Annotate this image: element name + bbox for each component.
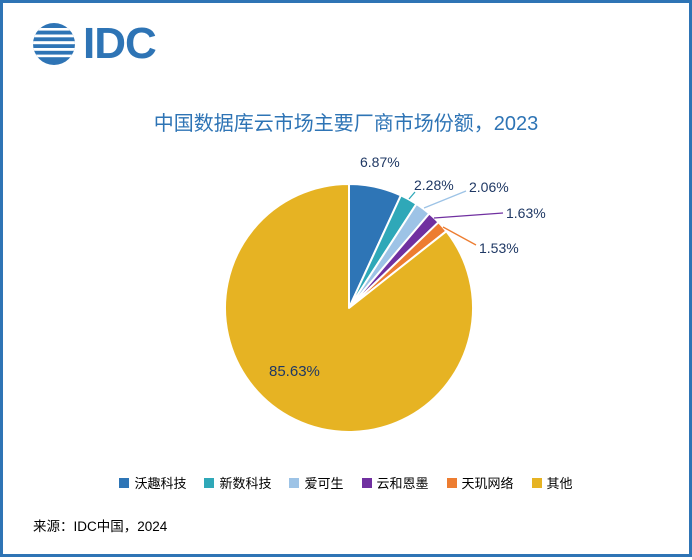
pie-label: 2.28% (414, 177, 454, 193)
legend-item: 沃趣科技 (119, 473, 186, 492)
legend-label: 爱可生 (304, 476, 344, 491)
legend-swatch (531, 477, 542, 488)
idc-globe-icon (33, 23, 75, 65)
legend-swatch (361, 477, 372, 488)
pie-label: 1.53% (479, 240, 519, 256)
pie-label: 1.63% (506, 205, 546, 221)
pie-label: 85.63% (269, 363, 320, 380)
leader-line (423, 190, 467, 209)
pie-label: 2.06% (469, 179, 509, 195)
pie-slice-5 (224, 183, 475, 433)
legend-label: 天玑网络 (461, 476, 514, 491)
leader-line (442, 226, 477, 246)
legend-item: 云和恩墨 (361, 473, 429, 492)
page-title: 中国数据库云市场主要厂商市场份额，2023 (153, 113, 539, 135)
legend-label: 云和恩墨 (376, 476, 429, 491)
source-note: 来源：IDC中国，2024 (33, 519, 168, 534)
leader-line (408, 191, 416, 200)
legend-label: 新数科技 (219, 476, 272, 491)
legend-swatch (289, 477, 300, 488)
leader-line (433, 212, 504, 219)
logo-text: IDC (83, 19, 157, 68)
legend-item: 其他 (531, 473, 573, 492)
pie-chart (224, 183, 504, 433)
legend-label: 其他 (546, 476, 573, 491)
pie-label: 6.87% (360, 154, 400, 170)
legend-swatch (204, 477, 215, 488)
legend-swatch (446, 477, 457, 488)
legend-label: 沃趣科技 (134, 476, 187, 491)
legend-item: 新数科技 (204, 473, 271, 492)
legend: 沃趣科技 新数科技 爱可生 云和恩墨 天玑网络 其他 (3, 473, 689, 492)
legend-item: 爱可生 (289, 473, 344, 492)
legend-swatch (119, 477, 130, 488)
idc-logo: IDC (31, 19, 157, 68)
legend-item: 天玑网络 (446, 473, 514, 492)
